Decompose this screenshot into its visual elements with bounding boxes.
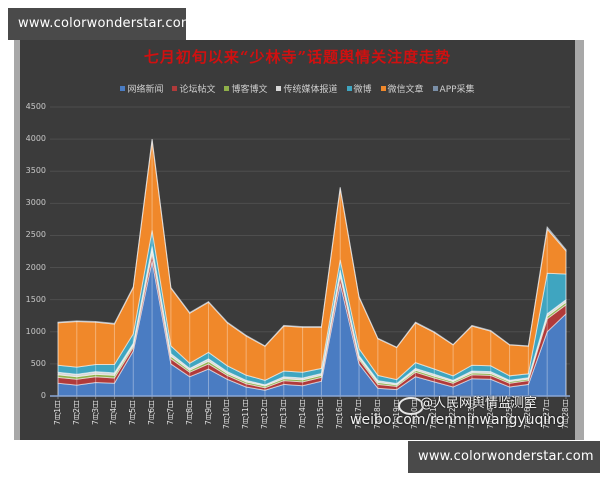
x-tick-label: 7月4日: [109, 400, 119, 425]
legend-swatch: [120, 86, 126, 91]
source-watermark-line1: @人民网舆情监测室: [420, 396, 538, 411]
source-watermark-line2: weibo.com/renminwangyuqing: [350, 412, 566, 428]
y-tick-label: 500: [30, 358, 46, 368]
x-tick-label: 7月8日: [184, 400, 194, 425]
legend-item-forum: 论坛帖文: [172, 82, 215, 95]
legend-label: 微博: [353, 85, 372, 95]
x-tick-label: 7月3日: [90, 400, 100, 425]
x-tick-label: 7月5日: [128, 400, 138, 425]
legend-label: 微信文章: [387, 85, 424, 95]
legend-item-weibo: 微博: [346, 82, 372, 95]
legend-item-app: APP采集: [432, 82, 475, 95]
legend-swatch: [380, 86, 386, 91]
x-tick-label: 7月16日: [335, 400, 345, 430]
y-tick-label: 1500: [25, 294, 46, 304]
legend-item-traditional-media: 传统媒体报道: [276, 82, 338, 95]
y-tick-label: 2500: [25, 230, 46, 240]
watermark-bottom: www.colorwonderstar.com: [408, 441, 600, 473]
x-tick-label: 7月14日: [297, 400, 307, 430]
chart-title: 七月初旬以来“少林寺”话题舆情关注度走势: [143, 48, 452, 66]
x-tick-label: 7月11日: [241, 400, 251, 430]
y-tick-label: 2000: [25, 262, 46, 272]
source-watermark: @人民网舆情监测室 weibo.com/renminwangyuqing: [350, 396, 565, 428]
legend-swatch: [172, 86, 178, 91]
weibo-logo-icon: [398, 397, 424, 415]
legend-item-blog: 博客博文: [224, 82, 267, 95]
legend-item-news: 网络新闻: [120, 82, 163, 95]
y-tick-label: 1000: [25, 326, 46, 336]
x-tick-label: 7月9日: [203, 400, 213, 425]
x-tick-label: 7月10日: [222, 400, 232, 430]
x-tick-label: 7月1日: [53, 400, 62, 425]
x-tick-label: 7月13日: [278, 400, 288, 430]
legend-swatch: [346, 86, 352, 91]
legend-swatch: [276, 86, 282, 91]
area-series: [57, 139, 567, 349]
x-tick-label: 7月2日: [71, 400, 81, 425]
x-tick-label: 7月6日: [147, 400, 157, 425]
legend-label: 论坛帖文: [179, 85, 216, 95]
chart-legend: 网络新闻 论坛帖文 博客博文 传统媒体报道 微博 微信文章 APP采集: [20, 82, 575, 95]
y-tick-label: 3000: [25, 198, 46, 208]
legend-item-wechat: 微信文章: [380, 82, 424, 95]
x-tick-label: 7月15日: [316, 400, 326, 430]
watermark-top: www.colorwonderstar.com: [8, 8, 194, 40]
x-tick-label: 7月12日: [259, 400, 269, 430]
x-tick-label: 7月7日: [165, 400, 175, 425]
y-tick-label: 4000: [25, 134, 46, 144]
legend-label: 传统媒体报道: [283, 85, 338, 95]
y-tick-label: 3500: [25, 166, 46, 176]
legend-label: APP采集: [439, 85, 475, 95]
legend-label: 博客博文: [231, 85, 268, 95]
legend-label: 网络新闻: [127, 85, 164, 95]
y-tick-label: 4500: [25, 102, 46, 111]
legend-swatch: [432, 86, 438, 91]
legend-swatch: [224, 86, 230, 91]
y-tick-label: 0: [40, 391, 46, 400]
